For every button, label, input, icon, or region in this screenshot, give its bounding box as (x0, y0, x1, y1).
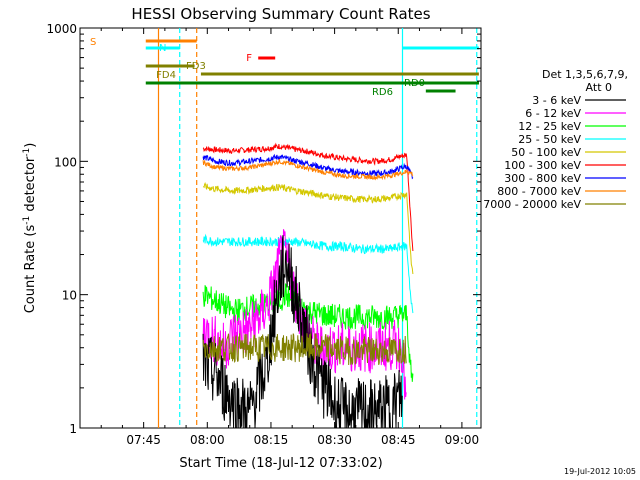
legend-header-detectors: Det 1,3,5,6,7,9, (542, 68, 628, 81)
x-tick-label: 08:15 (254, 433, 289, 447)
legend-label: 800 - 7000 keV (497, 185, 581, 198)
legend-label: 6 - 12 keV (525, 107, 581, 120)
x-axis-ticks: 07:45 08:00 08:15 08:30 08:45 09:00 (100, 28, 480, 447)
y-axis-label-sup1: -1 (22, 216, 32, 225)
y-axis-label-mid: detector (23, 156, 38, 216)
legend-label: 100 - 300 keV (504, 159, 581, 172)
flag-label: FD4 (156, 70, 176, 81)
flag-label: F (246, 53, 252, 64)
y-axis-label-main: Count Rate (s (23, 225, 38, 314)
series-group (202, 142, 414, 429)
legend-label: 7000 - 20000 keV (483, 198, 581, 211)
y-axis-label-sup2: -1 (22, 148, 32, 157)
legend-label: 12 - 25 keV (518, 120, 581, 133)
series-line (202, 235, 403, 429)
y-tick-label: 10 (62, 289, 77, 303)
flag-label: RD6 (372, 87, 393, 98)
series-line (202, 142, 414, 252)
legend-label: 3 - 6 keV (532, 94, 581, 107)
chart-title: HESSI Observing Summary Count Rates (131, 5, 430, 23)
x-tick-label: 08:00 (190, 433, 225, 447)
legend-label: 300 - 800 keV (504, 172, 581, 185)
x-axis-label: Start Time (18-Jul-12 07:33:02) (179, 456, 382, 471)
plot-frame (79, 27, 482, 429)
x-tick-label: 08:30 (317, 433, 352, 447)
y-axis-ticks: 1 10 100 1000 (46, 22, 481, 436)
series-line (202, 233, 414, 314)
flag-bars: S N FD3 FD4 F RD0 RD6 (90, 37, 479, 98)
generation-timestamp: 19-Jul-2012 10:05 (564, 467, 636, 476)
flag-label: RD0 (404, 78, 425, 89)
series-line (202, 333, 407, 366)
y-tick-label: 1000 (46, 22, 77, 36)
series-line (202, 153, 414, 180)
flag-label: S (90, 37, 96, 48)
series-line (202, 158, 414, 181)
y-axis-label: Count Rate (s-1 detector-1) (22, 143, 38, 314)
flag-label: N (159, 43, 166, 54)
y-axis-label-end: ) (23, 143, 38, 148)
legend-label: 25 - 50 keV (518, 133, 581, 146)
legend-label: 50 - 100 keV (511, 146, 581, 159)
legend-header-attenuator: Att 0 (586, 81, 612, 94)
x-tick-label: 07:45 (126, 433, 161, 447)
series-line (202, 283, 414, 382)
flag-label: FD3 (186, 61, 206, 72)
x-tick-label: 08:45 (381, 433, 416, 447)
y-tick-label: 100 (54, 155, 77, 169)
x-tick-label: 09:00 (445, 433, 480, 447)
y-tick-label: 1 (69, 422, 77, 436)
series-line (203, 181, 414, 275)
